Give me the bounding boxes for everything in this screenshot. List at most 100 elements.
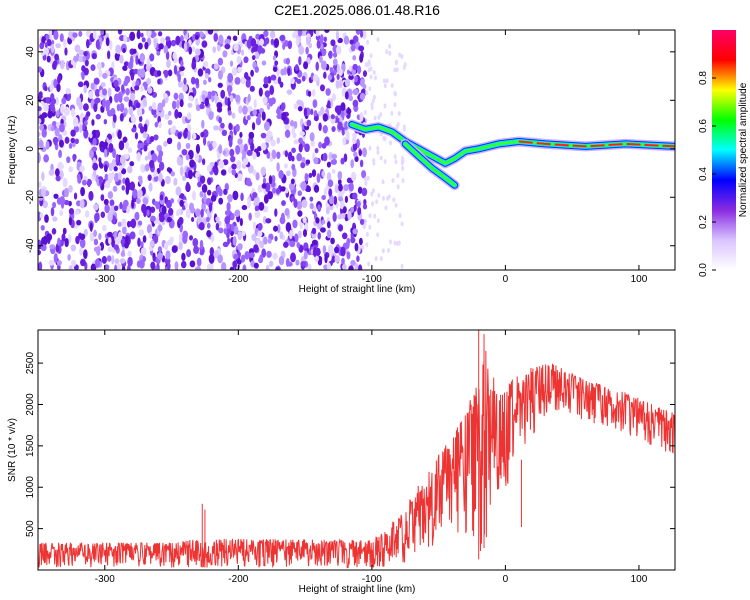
spectrogram-cell: [293, 120, 298, 129]
spectrogram-cell: [388, 50, 392, 56]
spectrogram-cell: [44, 85, 48, 92]
spectrogram-cell: [170, 126, 176, 135]
spectrogram-cell: [103, 198, 109, 206]
spectrogram-cell: [70, 59, 75, 65]
spectrogram-cell: [318, 256, 323, 263]
spectrogram-cell: [163, 215, 169, 221]
signal-peak: [518, 140, 675, 148]
spectrogram-cell: [109, 199, 115, 207]
spectrogram-cell: [325, 88, 331, 96]
spectrogram-cell: [132, 48, 137, 54]
spectrogram-cell: [60, 104, 65, 115]
spectrogram-cell: [321, 194, 327, 201]
spectrogram-cell: [374, 75, 378, 81]
spectrogram-cell: [158, 43, 164, 50]
spectrogram-cell: [355, 30, 361, 35]
spectrogram-cell: [260, 132, 267, 139]
spectrogram-cell: [204, 97, 209, 107]
spectrogram-cell: [232, 236, 237, 246]
spectrogram-cell: [38, 261, 43, 270]
signal-branch: [403, 142, 457, 187]
spectrogram-cell: [294, 64, 299, 72]
spectrogram-cell: [199, 190, 204, 198]
spectrogram-cell: [269, 156, 274, 162]
spectrogram-cell: [88, 132, 93, 139]
spectrogram-x-axis-label: Height of straight line (km): [299, 284, 416, 295]
spectrogram-cell: [115, 153, 120, 164]
spectrogram-cell: [389, 140, 393, 146]
spectrogram-cell: [78, 55, 84, 63]
spectrogram-cell: [297, 106, 303, 112]
spectrogram-cell: [263, 121, 270, 131]
spectrogram-cell: [297, 230, 302, 239]
spectrogram-cell: [320, 106, 325, 116]
spectrogram-cell: [140, 102, 144, 109]
spectrogram-cell: [176, 99, 180, 109]
spectrogram-cell: [275, 266, 280, 270]
spectrogram-cell: [38, 249, 42, 256]
spectrogram-cell: [107, 246, 113, 253]
spectrogram-cell: [127, 147, 133, 153]
spectrogram-cell: [202, 61, 209, 68]
spectrogram-cell: [127, 61, 134, 70]
spectrogram-cell: [344, 213, 349, 222]
spectrogram-cell: [93, 203, 99, 211]
spectrogram-cell: [133, 68, 139, 75]
spectrogram-cell: [112, 185, 118, 192]
spectrogram-cell: [300, 261, 307, 267]
spectrogram-cell: [195, 171, 200, 178]
spectrogram-cell: [68, 166, 74, 173]
spectrogram-cell: [272, 187, 277, 194]
spectrogram-cell: [393, 67, 397, 73]
spectrogram-cell: [368, 224, 372, 230]
spectrogram-cell: [341, 257, 345, 265]
spectrogram-cell: [237, 173, 243, 182]
spectrogram-cell: [206, 222, 211, 229]
spectrogram-cell: [264, 90, 271, 98]
spectrogram-cell: [338, 224, 344, 232]
spectrogram-cell: [345, 239, 350, 249]
spectrogram-cell: [224, 210, 230, 216]
spectrogram-cell: [377, 115, 381, 121]
spectrogram-cell: [59, 209, 64, 217]
spectrogram-cell: [54, 127, 60, 137]
spectrogram-cell: [238, 105, 243, 114]
spectrogram-cell: [280, 186, 286, 192]
snr-series: [38, 330, 675, 569]
spectrogram-cell: [102, 88, 108, 96]
spectrogram-cell: [186, 249, 192, 258]
spectrogram-cell: [400, 54, 404, 60]
spectrogram-cell: [72, 153, 76, 162]
spectrogram-cell: [321, 219, 326, 225]
spectrogram-cell: [359, 30, 364, 38]
spectrogram-cell: [269, 85, 275, 96]
spectrogram-cell: [103, 264, 110, 270]
spectrogram-cell: [41, 128, 47, 138]
spectrogram-cell: [168, 110, 172, 116]
spectrogram-cell: [374, 256, 378, 262]
spectrogram-cell: [106, 50, 111, 60]
spectrogram-cell: [179, 166, 184, 176]
spectrogram-cell: [127, 166, 133, 174]
spectrogram-cell: [331, 255, 336, 263]
spectrogram-cell: [201, 158, 206, 166]
spectrogram-cell: [179, 35, 184, 43]
spectrogram-cell: [138, 229, 145, 236]
spectrogram-cell: [208, 143, 213, 152]
spectrogram-cell: [400, 155, 404, 161]
spectrogram-cell: [257, 112, 262, 119]
spectrogram-cell: [107, 191, 114, 199]
spectrogram-cell: [367, 261, 371, 267]
spectrogram-cell: [207, 30, 214, 35]
spectrogram-cell: [192, 237, 199, 247]
spectrogram-cell: [115, 44, 122, 55]
spectrogram-cell: [158, 161, 165, 171]
spectrogram-cell: [231, 163, 237, 170]
spectrogram-cell: [394, 159, 398, 165]
spectrogram-cell: [137, 237, 141, 247]
spectrogram-cell: [187, 102, 193, 108]
spectrogram-cell: [62, 38, 67, 48]
spectrogram-cell: [163, 140, 168, 147]
spectrogram-cell: [229, 148, 235, 157]
spectrogram-cell: [140, 32, 144, 38]
